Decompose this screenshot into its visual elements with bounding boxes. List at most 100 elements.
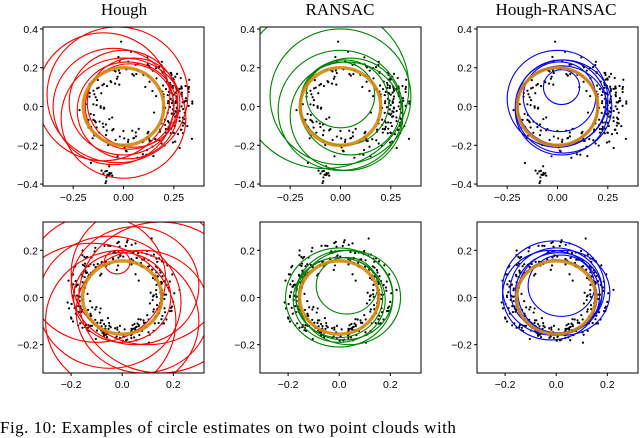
- estimate-circle: [78, 222, 204, 373]
- data-point: [90, 324, 94, 327]
- x-tick-label: 0.2: [600, 379, 615, 391]
- estimate-circle: [514, 65, 609, 156]
- data-point: [624, 137, 628, 140]
- data-point: [386, 132, 389, 135]
- data-point: [310, 250, 313, 253]
- data-point: [369, 310, 372, 313]
- data-point: [608, 100, 611, 103]
- data-point: [387, 112, 390, 115]
- data-point: [552, 336, 556, 339]
- data-point: [520, 292, 523, 295]
- plot-area: [500, 237, 615, 344]
- data-point: [306, 112, 309, 116]
- data-point: [187, 85, 190, 89]
- panel-hough-ransac-row1: −0.25 0.00 0.25 0.4 0.2 0.0 −0.2 −0.4: [451, 24, 639, 204]
- data-point: [373, 266, 376, 269]
- data-point: [148, 139, 151, 142]
- data-point: [552, 245, 555, 248]
- data-point: [342, 241, 346, 244]
- data-point: [333, 241, 336, 245]
- data-point: [151, 89, 154, 93]
- data-point: [138, 333, 141, 337]
- data-point: [523, 112, 526, 116]
- data-point: [614, 93, 617, 96]
- data-point: [331, 138, 334, 142]
- axes-frame: [476, 221, 639, 374]
- data-point: [118, 83, 121, 86]
- x-tick-label: −0.25: [494, 192, 521, 204]
- data-point: [137, 318, 140, 321]
- data-point: [549, 268, 552, 271]
- data-point: [350, 322, 353, 326]
- data-point: [616, 108, 619, 111]
- data-point: [130, 329, 133, 332]
- data-point: [100, 272, 103, 275]
- data-point: [126, 140, 130, 143]
- data-point: [533, 274, 536, 277]
- data-point: [377, 318, 380, 321]
- data-point: [300, 264, 303, 268]
- data-point: [615, 132, 619, 135]
- data-point: [178, 116, 181, 119]
- data-point: [123, 137, 126, 140]
- data-point: [583, 291, 586, 294]
- data-point: [162, 322, 166, 325]
- data-point: [94, 246, 97, 249]
- data-point: [180, 85, 183, 88]
- data-point: [118, 71, 121, 75]
- data-point: [527, 250, 530, 253]
- data-point: [528, 308, 531, 311]
- data-point: [105, 129, 108, 132]
- data-point: [109, 326, 112, 329]
- data-point: [539, 180, 542, 183]
- y-tick-label: 0.0: [457, 293, 472, 305]
- data-point: [164, 293, 168, 296]
- data-point: [89, 314, 92, 317]
- data-point: [378, 84, 382, 87]
- data-point: [566, 74, 569, 77]
- data-point: [334, 55, 337, 59]
- data-point: [134, 273, 137, 276]
- data-point: [312, 306, 315, 309]
- data-point: [573, 318, 576, 321]
- data-point: [538, 170, 541, 173]
- data-point: [351, 328, 354, 331]
- data-point: [536, 322, 540, 326]
- x-tick-label: 0.0: [332, 379, 347, 391]
- y-tick-label: 0.2: [457, 245, 472, 257]
- data-point: [298, 254, 301, 257]
- data-point: [381, 87, 385, 91]
- data-point: [543, 326, 546, 329]
- data-point: [389, 78, 392, 81]
- data-point: [540, 173, 543, 176]
- data-point: [543, 244, 546, 248]
- data-point: [526, 89, 529, 92]
- data-point: [310, 119, 313, 122]
- data-point: [512, 289, 515, 292]
- title-hough-ransac: Hough-RANSAC: [495, 0, 617, 19]
- data-point: [84, 271, 87, 274]
- estimate-circle: [70, 226, 200, 346]
- data-point: [605, 141, 609, 144]
- data-point: [620, 124, 623, 128]
- data-point: [582, 302, 586, 305]
- y-tick-label: −0.4: [234, 179, 255, 191]
- data-point: [116, 326, 119, 329]
- data-point: [99, 106, 102, 109]
- data-point: [144, 85, 147, 89]
- data-point: [153, 322, 156, 325]
- data-point: [317, 92, 320, 95]
- data-point: [341, 149, 344, 152]
- data-point: [102, 334, 106, 337]
- data-point: [621, 85, 624, 89]
- data-point: [133, 336, 136, 339]
- data-point: [114, 138, 117, 142]
- y-tick-label: 0.2: [23, 63, 38, 75]
- data-point: [108, 321, 111, 325]
- data-point: [569, 256, 572, 260]
- data-point: [170, 112, 173, 115]
- data-point: [96, 262, 99, 266]
- data-point: [601, 99, 604, 103]
- data-point: [316, 321, 319, 325]
- data-point: [102, 82, 106, 86]
